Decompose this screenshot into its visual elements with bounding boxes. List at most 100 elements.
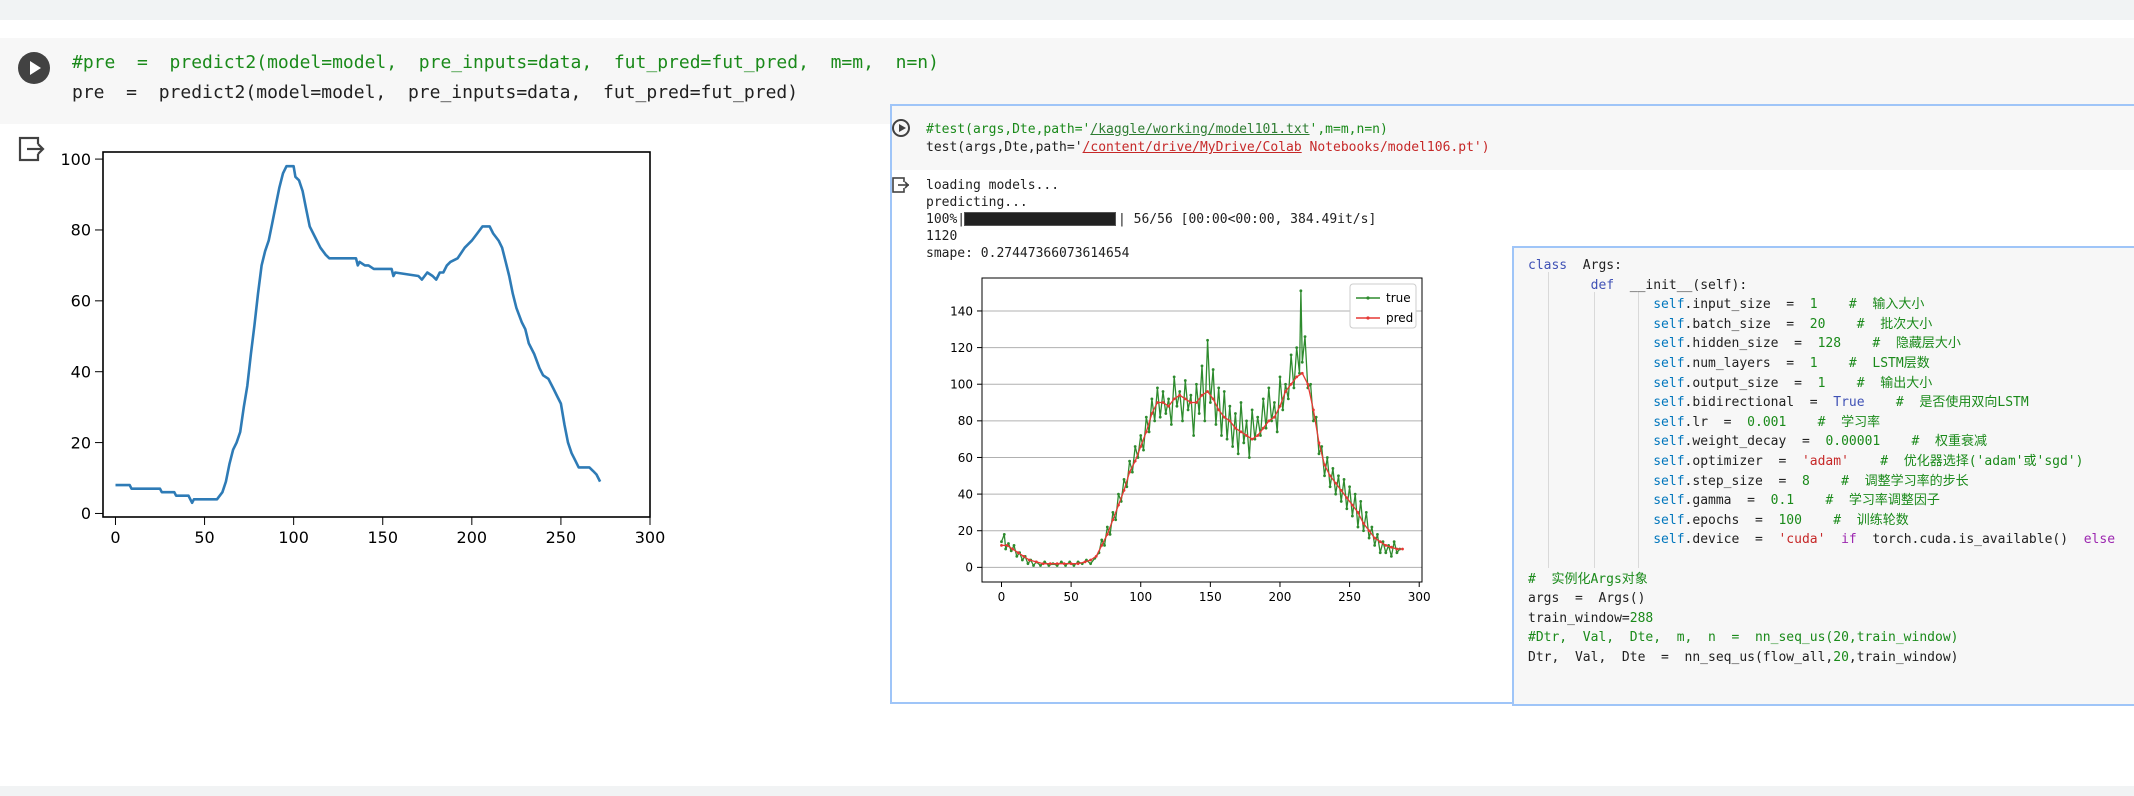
data-point-true [1130,470,1134,474]
data-point-true [1169,423,1173,426]
code-token: # 调整学习率的步长 [1841,473,1969,489]
y-tick-label: 0 [81,504,91,523]
data-point-true [1267,386,1271,390]
data-point-true [1178,390,1182,393]
args-code-line: train_window=288 [1528,611,1653,627]
data-point-pred [1156,401,1159,404]
data-point-true [1370,525,1374,529]
data-point-true [1100,538,1104,542]
code-token: torch.cuda.is_available() [1856,532,2084,548]
code-token: self [1653,454,1685,469]
data-point-pred [1339,489,1343,492]
data-point-pred [1217,408,1221,412]
output-count: 1120 [926,229,958,244]
data-point-true [1217,386,1221,390]
data-point-pred [1334,481,1338,485]
data-point-true [1275,430,1279,434]
code-token: self [1653,375,1685,391]
data-point-true [1311,419,1315,423]
data-point-true [1345,507,1349,511]
data-point-pred [1183,397,1187,401]
code-token: 0.001 [1747,414,1787,430]
data-point-pred [1284,390,1287,393]
test-code-cell[interactable]: #test(args,Dte,path='/kaggle/working/mod… [892,106,2134,170]
y-tick-label: 140 [950,304,973,318]
code-token [2115,532,2131,547]
y-tick-label: 120 [950,341,973,355]
data-point-pred [1011,547,1015,551]
data-point-true [1108,532,1112,536]
code-token: 8 [1801,473,1810,489]
code-token: 1 [1817,375,1826,391]
data-point-true [1281,408,1285,412]
code-token: # 学习率 [1817,414,1881,430]
data-point-pred [1384,543,1388,547]
data-point-true [1364,511,1368,514]
series-line-true [1000,290,1401,567]
data-point-true [1211,368,1215,371]
args-code-line: self.batch_size = 20 # 批次大小 [1528,317,1932,333]
code-token: Args: [1567,258,1622,273]
code-token: self [1653,395,1685,411]
test-run-button[interactable] [892,119,910,137]
data-point-true [1300,360,1304,364]
code-token: Dtr, Val, Dte = nn_seq_us(flow_all, [1528,650,1834,665]
code-token: class [1528,258,1568,273]
code-token: self [1653,532,1685,548]
data-point-pred [1328,474,1332,478]
code-token: True [1833,395,1865,411]
data-point-true [1292,386,1296,390]
output-predicting: predicting... [926,195,1028,210]
y-tick-label: 100 [60,150,91,169]
data-point-pred [1195,401,1198,404]
data-point-pred [1273,415,1276,419]
drive-path-link[interactable]: /content/drive/MyDrive/Colab [1082,140,1302,155]
output-smape: smape: 0.27447366073614654 [926,246,1130,261]
data-point-pred [1228,419,1232,423]
data-point-true [1175,404,1179,408]
output-menu-icon[interactable] [18,136,46,162]
data-point-true [1015,554,1019,558]
indent-guide [1638,292,1639,568]
data-point-true [1334,492,1338,496]
x-tick-label: 250 [1338,590,1361,604]
code-token: .step_size = [1684,473,1802,489]
code-token: 20 [1833,650,1849,665]
data-point-pred [1076,562,1080,566]
x-tick-label: 150 [367,528,398,547]
code-token: __init__(self): [1614,277,1748,293]
data-point-true [1299,289,1303,293]
data-point-pred [1100,543,1104,547]
data-point-true [1247,456,1251,459]
legend-box [1349,283,1417,329]
screenshot-args-code[interactable]: class Args: def __init__(self): self.inp… [1512,246,2134,706]
code-token: .optimizer = [1684,454,1802,469]
data-point-true [1328,485,1332,489]
data-point-true [1197,412,1201,415]
data-point-true [1012,543,1016,547]
data-point-pred [1111,518,1115,522]
code-token [1528,474,1653,489]
data-point-true [1325,456,1329,459]
data-point-true [1114,518,1118,522]
legend-label-true: true [1386,291,1411,305]
data-point-true [1245,419,1248,423]
code-token [1528,513,1653,528]
data-point-pred [1128,470,1131,474]
code-token [1865,395,1896,410]
kaggle-path-link[interactable]: /kaggle/working/model101.txt [1090,122,1310,137]
data-point-true [1256,415,1260,419]
data-point-true [1161,390,1165,393]
output-progress-prefix: 100%| [926,212,966,227]
data-point-pred [1069,562,1073,566]
test-output-icon[interactable] [892,176,910,194]
data-point-true [1353,492,1357,496]
code-token: .hidden_size = [1684,336,1818,352]
data-point-pred [1048,562,1052,566]
args-code-line: self.epochs = 100 # 训练轮数 [1528,513,1909,529]
args-code-line: class Args: [1528,258,1622,274]
code-token: # LSTM层数 [1848,356,1930,371]
args-code-line: self.input_size = 1 # 输入大小 [1528,297,1924,313]
run-cell-button[interactable] [18,52,50,84]
code-token [1818,356,1849,371]
